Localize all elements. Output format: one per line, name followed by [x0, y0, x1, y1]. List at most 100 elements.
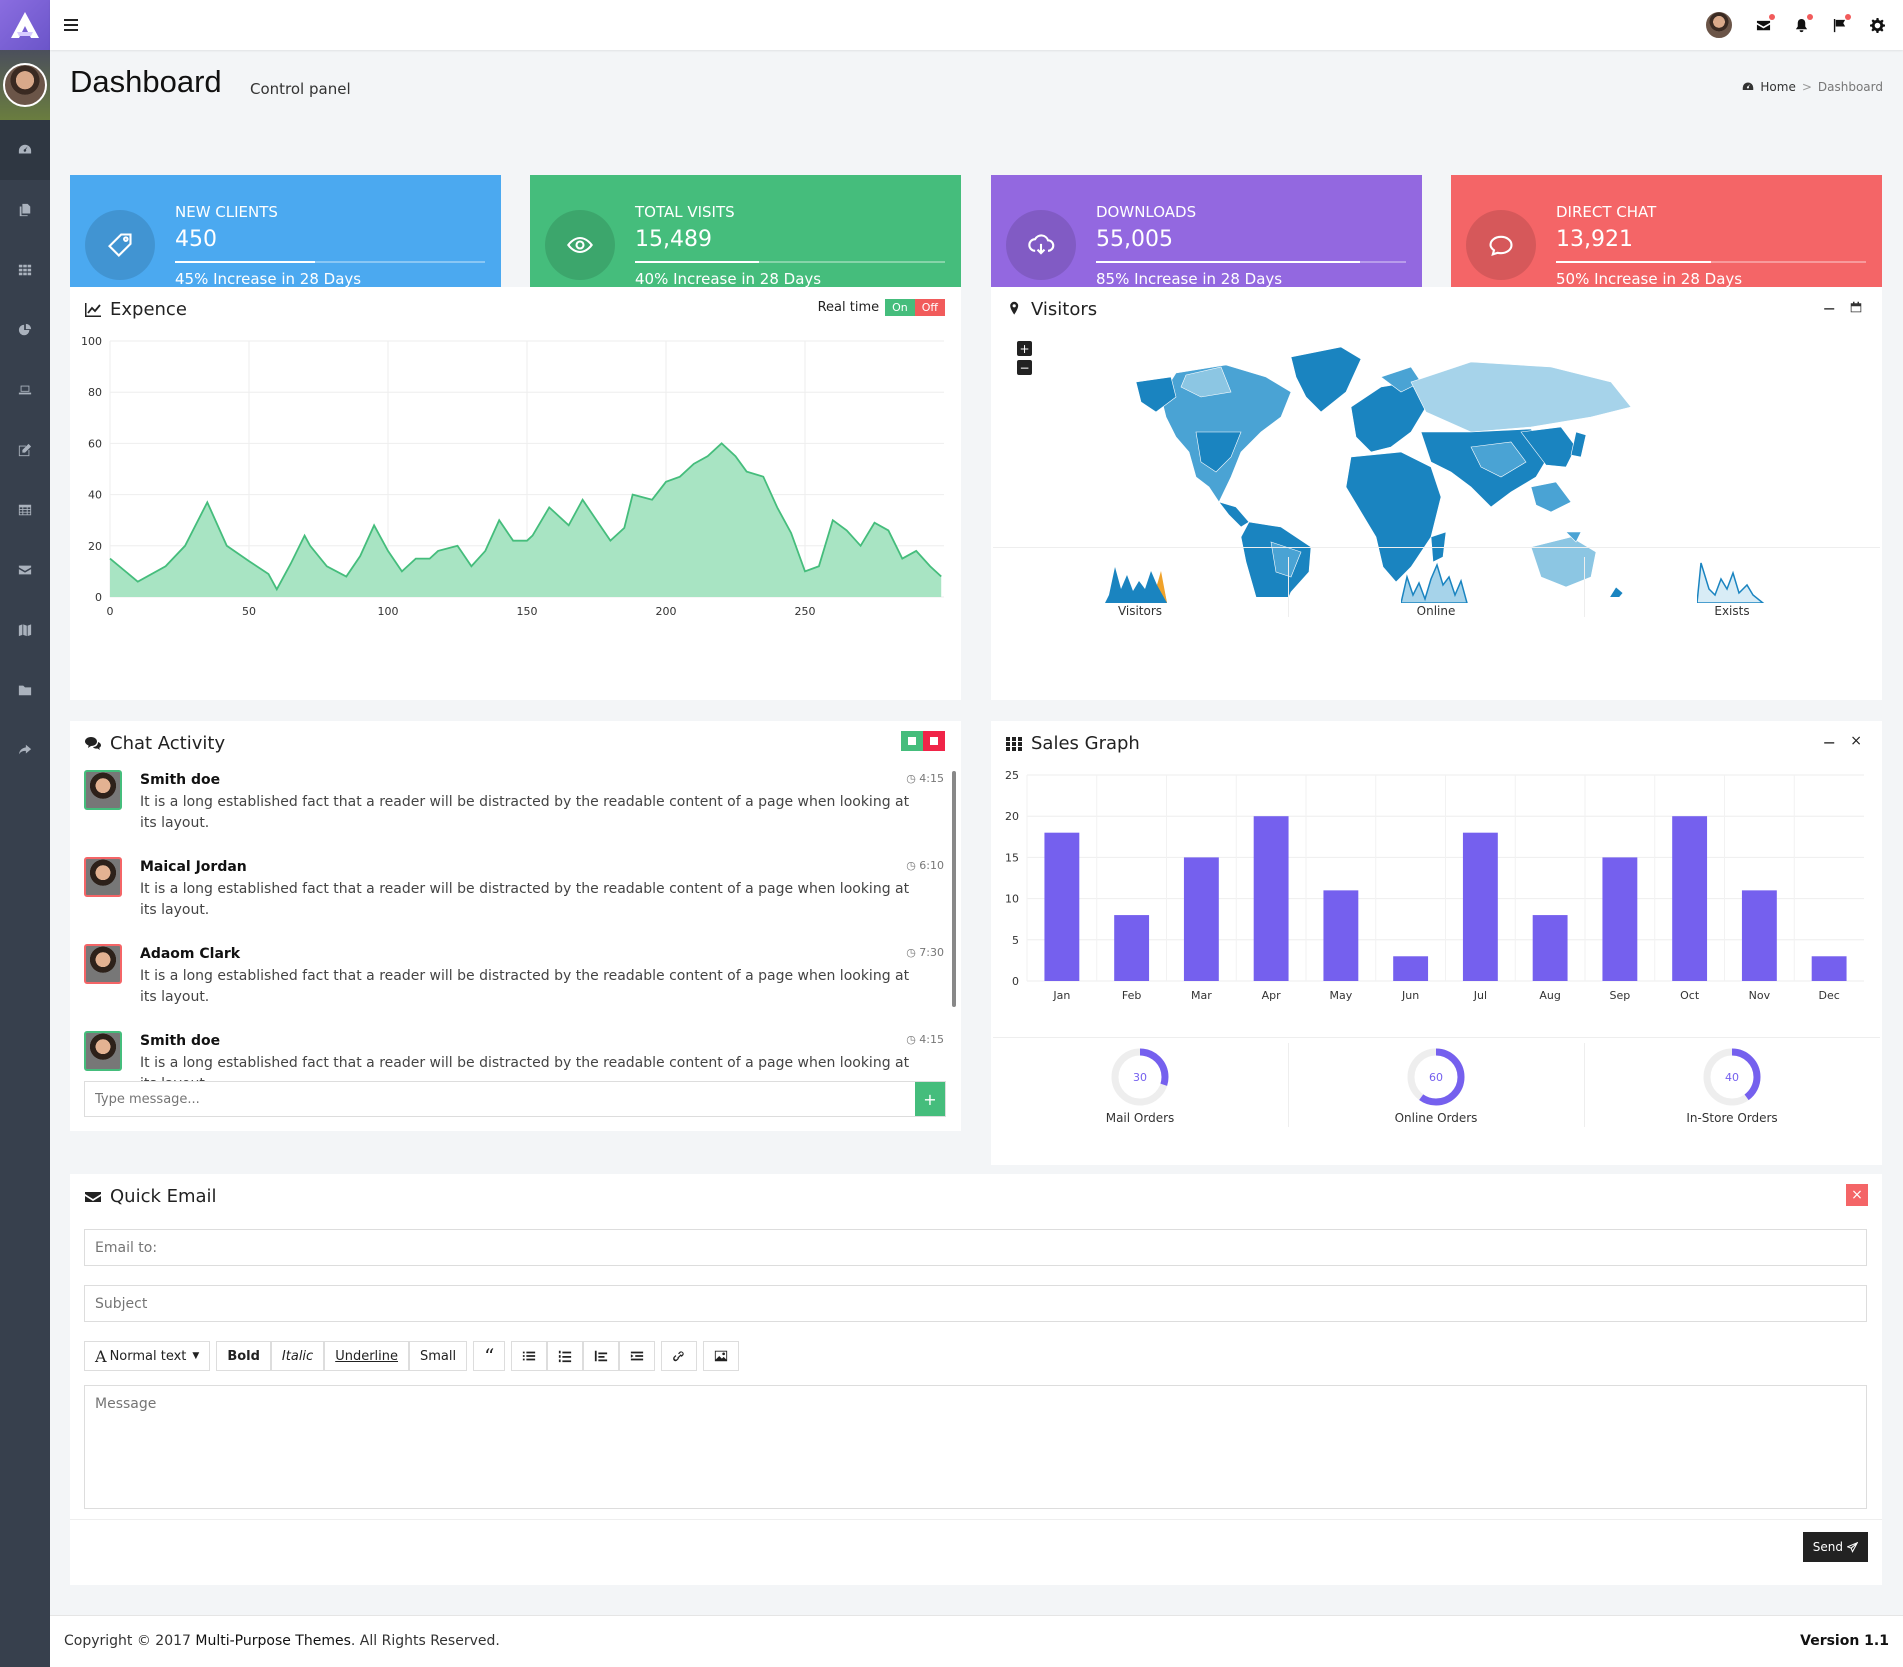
tag-icon — [85, 210, 155, 280]
chat-scrollbar[interactable] — [952, 771, 956, 1007]
sales-bar-chart: 0 5 10 15 20 25 Jan Feb Mar Apr May Jun Jul Aug Sep Oct… — [1005, 769, 1864, 1002]
subject-input[interactable] — [85, 1286, 1866, 1321]
page-title: Dashboard — [70, 64, 222, 99]
sidebar-item-files[interactable] — [0, 660, 50, 720]
laptop-icon — [18, 385, 32, 395]
stat-title: TOTAL VISITS — [635, 203, 735, 221]
y-tick-label: 60 — [88, 437, 102, 450]
stat-value: 55,005 — [1096, 227, 1173, 252]
sidebar-item-maps[interactable] — [0, 600, 50, 660]
calendar-icon[interactable] — [1850, 301, 1862, 316]
email-close-button[interactable]: × — [1846, 1184, 1868, 1206]
chat-send-button[interactable]: + — [915, 1082, 945, 1116]
y-tick-label: 20 — [1005, 810, 1019, 823]
visitors-title: Visitors — [1005, 299, 1097, 320]
link-icon[interactable] — [661, 1341, 698, 1371]
realtime-toggle: Real time On Off — [818, 299, 945, 316]
ordered-list-icon[interactable] — [547, 1341, 584, 1371]
chat-time: ◷ 4:15 — [906, 1033, 944, 1046]
underline-button[interactable]: Underline — [324, 1341, 410, 1371]
online-sparkline — [1401, 562, 1468, 603]
bar — [1602, 857, 1638, 981]
breadcrumb-separator: > — [1801, 80, 1812, 94]
sidebar-item-ui[interactable] — [0, 360, 50, 420]
donut-label-mail: Mail Orders — [1105, 1111, 1175, 1125]
sidebar-item-charts[interactable] — [0, 300, 50, 360]
chat-avatar — [84, 770, 122, 810]
eye-icon — [545, 210, 615, 280]
chat-text: It is a long established fact that a rea… — [140, 881, 910, 918]
chat-avatar — [84, 944, 122, 984]
chat-minimize-button[interactable] — [901, 731, 923, 751]
sidebar-item-mail[interactable] — [0, 540, 50, 600]
edit-icon — [18, 443, 32, 457]
map-zoom-out-button[interactable]: − — [1017, 360, 1032, 375]
notifications-icon[interactable] — [1793, 14, 1813, 33]
unordered-list-icon[interactable] — [511, 1341, 548, 1371]
outdent-icon[interactable] — [583, 1341, 620, 1371]
realtime-off-button[interactable]: Off — [914, 299, 945, 316]
sidebar-user-avatar[interactable] — [0, 50, 50, 120]
pie-chart-icon — [18, 323, 32, 336]
x-tick-label: Oct — [1680, 989, 1700, 1002]
company-link[interactable]: Multi-Purpose Themes — [195, 1633, 351, 1649]
realtime-on-button[interactable]: On — [885, 299, 915, 316]
flag-icon[interactable] — [1831, 14, 1851, 33]
sidebar-item-forms[interactable] — [0, 420, 50, 480]
chat-time: ◷ 6:10 — [906, 859, 944, 872]
avatar — [3, 63, 47, 107]
th-icon — [18, 264, 32, 276]
folder-icon — [18, 685, 32, 696]
sidebar-item-share[interactable] — [0, 720, 50, 780]
x-tick-label: 150 — [517, 605, 538, 618]
stat-value: 15,489 — [635, 227, 712, 252]
image-icon[interactable] — [703, 1341, 740, 1371]
stat-title: NEW CLIENTS — [175, 203, 278, 221]
x-tick-label: 200 — [656, 605, 677, 618]
page-header: Dashboard Control panel Home > Dashboard — [50, 50, 1903, 120]
x-tick-label: May — [1330, 989, 1353, 1002]
chat-sender: Adaom Clark — [140, 946, 241, 962]
user-avatar[interactable] — [1705, 11, 1733, 39]
sidebar-item-copy[interactable] — [0, 180, 50, 240]
message-textarea[interactable] — [85, 1386, 1866, 1508]
blockquote-icon[interactable]: “ — [473, 1341, 506, 1371]
text-style-dropdown[interactable]: A Normal text ▼ — [84, 1341, 211, 1371]
visitors-title-text: Visitors — [1031, 299, 1098, 320]
email-to-input[interactable] — [85, 1230, 1866, 1265]
chat-close-button[interactable] — [923, 731, 945, 751]
menu-toggle-icon[interactable] — [64, 19, 78, 31]
donut-label: 40 — [1725, 1071, 1739, 1084]
messages-icon[interactable] — [1755, 14, 1775, 33]
breadcrumb-home-link[interactable]: Home — [1760, 80, 1796, 94]
cloud-download-icon — [1006, 210, 1076, 280]
chat-message-input[interactable] — [85, 1082, 905, 1116]
breadcrumb: Home > Dashboard — [1742, 80, 1883, 94]
settings-gear-icon[interactable] — [1869, 17, 1885, 33]
collapse-button[interactable]: − — [1822, 733, 1836, 752]
stat-progress — [175, 261, 485, 263]
sidebar-item-grid[interactable] — [0, 240, 50, 300]
close-icon[interactable]: × — [1850, 733, 1862, 749]
logo[interactable] — [0, 0, 50, 50]
x-tick-label: 0 — [107, 605, 114, 618]
indent-icon[interactable] — [619, 1341, 656, 1371]
stat-title: DOWNLOADS — [1096, 203, 1197, 221]
map-zoom-in-button[interactable]: + — [1017, 341, 1032, 356]
bar — [1114, 915, 1150, 981]
italic-button[interactable]: Italic — [270, 1341, 325, 1371]
email-title-text: Quick Email — [110, 1186, 217, 1207]
comment-icon — [1466, 210, 1536, 280]
collapse-button[interactable]: − — [1822, 299, 1836, 318]
sidebar-item-tables[interactable] — [0, 480, 50, 540]
copy-icon — [19, 203, 31, 217]
chat-avatar — [84, 857, 122, 897]
small-button[interactable]: Small — [409, 1341, 468, 1371]
bar — [1672, 816, 1708, 981]
x-tick-label: Feb — [1122, 989, 1141, 1002]
bold-button[interactable]: Bold — [216, 1341, 271, 1371]
sidebar-item-dashboard[interactable] — [0, 120, 50, 180]
send-button[interactable]: Send — [1802, 1532, 1868, 1562]
dashboard-icon — [18, 144, 32, 154]
